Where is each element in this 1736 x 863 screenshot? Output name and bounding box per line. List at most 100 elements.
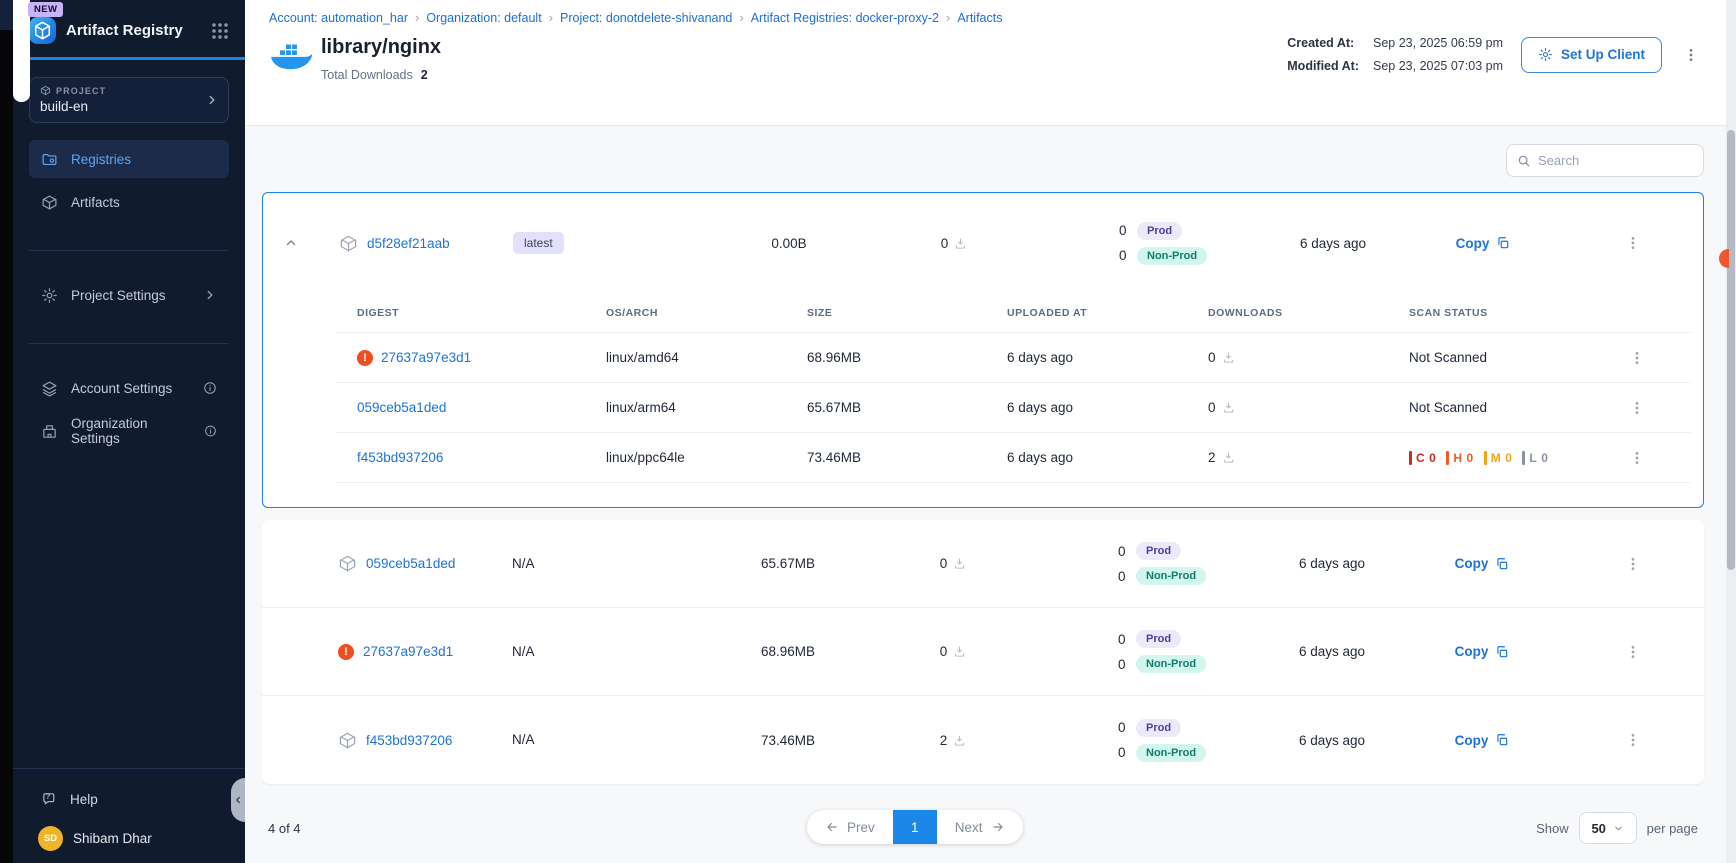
- current-page-button[interactable]: 1: [892, 810, 937, 844]
- tag-value: N/A: [512, 555, 535, 571]
- total-downloads-value: 2: [420, 68, 428, 82]
- next-page-button[interactable]: Next: [937, 810, 1023, 844]
- environment-counts: 0 Prod 0 Non-Prod: [988, 718, 1262, 762]
- sidebar-item-artifacts[interactable]: Artifacts: [29, 183, 229, 221]
- tag-value: N/A: [512, 643, 535, 659]
- background-window-corner: [0, 0, 13, 30]
- breadcrumb-organization[interactable]: Organization: default: [426, 10, 542, 25]
- sidebar-item-project-settings[interactable]: Project Settings: [29, 276, 229, 314]
- sidebar-divider: [29, 343, 229, 344]
- kebab-icon: [1689, 48, 1693, 61]
- prod-badge: Prod: [1136, 630, 1182, 648]
- sidebar-item-label: Project Settings: [71, 287, 166, 303]
- row-kebab-menu[interactable]: [1626, 345, 1648, 371]
- copy-label: Copy: [1454, 556, 1489, 571]
- row-kebab-menu[interactable]: [1622, 727, 1644, 753]
- sidebar-item-registries[interactable]: Registries: [29, 140, 229, 178]
- nonprod-badge: Non-Prod: [1137, 246, 1208, 265]
- download-icon: [1223, 352, 1233, 363]
- setup-client-button[interactable]: Set Up Client: [1520, 36, 1662, 73]
- sidebar-item-label: Registries: [71, 151, 132, 167]
- column-header-digest: DIGEST: [357, 306, 400, 319]
- digest-link[interactable]: 059ceb5a1ded: [357, 400, 447, 415]
- copy-icon: [1497, 645, 1508, 657]
- row-kebab-menu[interactable]: [1622, 639, 1644, 665]
- row-kebab-menu[interactable]: [1622, 230, 1644, 256]
- breadcrumb-artifacts[interactable]: Artifacts: [957, 10, 1003, 25]
- copy-button[interactable]: Copy: [1403, 236, 1563, 251]
- created-at-label: Created At:: [1287, 36, 1355, 50]
- column-header-scan-status: SCAN STATUS: [1409, 306, 1488, 319]
- copy-icon: [1497, 557, 1508, 569]
- help-button[interactable]: Help: [13, 785, 245, 814]
- chevron-up-icon: [286, 240, 296, 246]
- page-size-group: Show 50 per page: [1536, 812, 1698, 844]
- new-badge: NEW: [28, 2, 64, 17]
- show-label: Show: [1536, 820, 1569, 836]
- severity-high: H 0: [1446, 450, 1473, 465]
- nonprod-badge: Non-Prod: [1136, 567, 1207, 585]
- kebab-icon: [1631, 734, 1635, 746]
- os-arch-value: linux/ppc64le: [606, 450, 685, 465]
- row-kebab-menu[interactable]: [1622, 551, 1644, 577]
- download-icon: [955, 558, 965, 569]
- package-cube-icon: [340, 235, 357, 251]
- docker-icon: [271, 44, 312, 70]
- scrollbar-thumb[interactable]: [1727, 130, 1735, 570]
- size-value: 65.67MB: [760, 556, 816, 571]
- digest-link[interactable]: 27637a97e3d1: [381, 350, 472, 365]
- breadcrumb-account[interactable]: Account: automation_har: [269, 10, 408, 25]
- sidebar-item-label: Organization Settings: [71, 416, 148, 446]
- expanded-artifact-card: d5f28ef21aab latest 0.00B 0 0 Prod: [262, 192, 1704, 508]
- copy-button[interactable]: Copy: [1402, 556, 1562, 571]
- severity-critical: C 0: [1409, 450, 1436, 465]
- downloads-count: 0: [939, 644, 948, 659]
- prev-label: Prev: [847, 819, 875, 835]
- digest-link[interactable]: 27637a97e3d1: [363, 644, 454, 659]
- search-input[interactable]: [1538, 153, 1693, 168]
- scan-status-value: Not Scanned: [1409, 350, 1488, 365]
- downloads-count: 0: [1208, 400, 1216, 415]
- gear-icon: [42, 287, 57, 303]
- copy-button[interactable]: Copy: [1402, 644, 1562, 659]
- background-window-fragment: [13, 0, 30, 102]
- kebab-icon: [1631, 237, 1635, 249]
- digest-link[interactable]: f453bd937206: [357, 450, 444, 465]
- uploaded-at-value: 6 days ago: [1007, 400, 1074, 415]
- apps-grid-icon[interactable]: [211, 22, 229, 40]
- info-icon: [204, 382, 216, 394]
- severity-count: 0: [1505, 450, 1513, 465]
- downloads-count: 0: [939, 556, 948, 571]
- digest-link[interactable]: f453bd937206: [366, 732, 453, 748]
- sidebar-item-account-settings[interactable]: Account Settings: [29, 369, 229, 407]
- layers-icon: [42, 381, 57, 397]
- user-menu[interactable]: SD Shibam Dhar: [13, 814, 245, 863]
- digest-link[interactable]: d5f28ef21aab: [367, 235, 450, 251]
- header-kebab-menu[interactable]: [1680, 42, 1702, 68]
- row-kebab-menu[interactable]: [1626, 445, 1648, 471]
- organization-icon: [43, 424, 56, 438]
- artifact-rows-container: 059ceb5a1ded N/A 65.67MB 0 0 Prod: [262, 520, 1704, 784]
- collapse-row-button[interactable]: [279, 231, 303, 255]
- prod-badge: Prod: [1137, 221, 1183, 240]
- size-value: 73.46MB: [760, 732, 816, 748]
- row-kebab-menu[interactable]: [1626, 395, 1648, 421]
- breadcrumb-registry[interactable]: Artifact Registries: docker-proxy-2: [750, 10, 939, 25]
- sidebar-collapse-handle[interactable]: [231, 778, 245, 822]
- page-size-select[interactable]: 50: [1578, 812, 1637, 844]
- avatar: SD: [38, 826, 63, 851]
- sidebar-bottom: Help SD Shibam Dhar: [13, 768, 245, 863]
- severity-medium: M 0: [1483, 450, 1513, 465]
- sidebar-item-organization-settings[interactable]: Organization Settings: [29, 412, 229, 450]
- window-scrollbar[interactable]: [1726, 0, 1736, 863]
- downloads-count: 2: [939, 732, 948, 748]
- copy-button[interactable]: Copy: [1402, 733, 1562, 748]
- project-selector[interactable]: PROJECT build-en: [29, 77, 229, 123]
- digest-link[interactable]: 059ceb5a1ded: [366, 556, 456, 571]
- scan-status-value: Not Scanned: [1409, 400, 1488, 415]
- page-size-value: 50: [1591, 820, 1606, 836]
- prev-page-button[interactable]: Prev: [807, 810, 893, 844]
- breadcrumb-project[interactable]: Project: donotdelete-shivanand: [560, 10, 733, 25]
- severity-count: 0: [1541, 450, 1549, 465]
- feedback-notch[interactable]: [1719, 249, 1729, 268]
